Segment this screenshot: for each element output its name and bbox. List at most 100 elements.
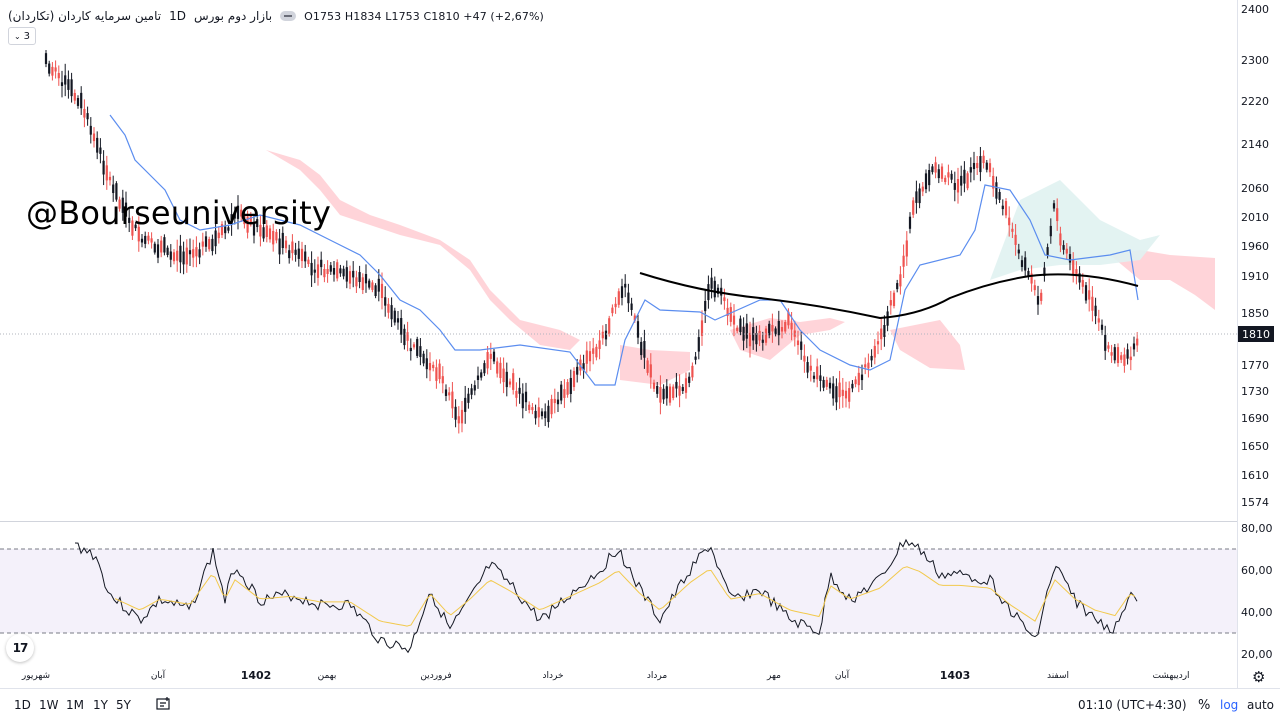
candle-body xyxy=(547,405,550,423)
gear-icon[interactable]: ⚙ xyxy=(1252,668,1266,686)
timeframe-1d-button[interactable]: 1D xyxy=(14,698,31,712)
candle-body xyxy=(588,351,592,362)
candle-body xyxy=(748,332,752,347)
candle-body xyxy=(1129,356,1132,361)
price-tick-label: 1690 xyxy=(1241,412,1269,425)
candle-body xyxy=(1078,273,1081,283)
candle-body xyxy=(691,365,694,378)
candle-body xyxy=(912,200,915,215)
candle-body xyxy=(918,188,921,204)
price-tick-label: 2060 xyxy=(1241,182,1269,195)
candle-body xyxy=(48,63,51,74)
tradingview-logo-icon[interactable]: 17 xyxy=(6,634,34,662)
candle-body xyxy=(294,249,297,255)
percent-scale-toggle[interactable]: % xyxy=(1198,698,1211,713)
auto-scale-toggle[interactable]: auto xyxy=(1247,698,1275,712)
candle-body xyxy=(304,251,307,262)
candle-body xyxy=(441,376,444,384)
candle-body xyxy=(243,214,246,225)
timeframe-5y-button[interactable]: 5Y xyxy=(116,698,131,712)
candle-body xyxy=(633,315,636,321)
candle-body xyxy=(352,270,355,278)
candle-body xyxy=(358,272,361,283)
candle-body xyxy=(979,156,982,173)
candle-body xyxy=(131,220,134,236)
candle-body xyxy=(323,268,326,278)
candle-body xyxy=(508,381,512,385)
candle-body xyxy=(86,113,89,120)
candle-body xyxy=(969,167,972,173)
candle-body xyxy=(403,328,406,346)
candle-body xyxy=(828,382,832,389)
price-tick-label: 1850 xyxy=(1241,307,1269,320)
candle-body xyxy=(112,184,115,194)
eye-icon[interactable] xyxy=(280,11,297,21)
candle-body xyxy=(531,407,534,411)
candle-body xyxy=(732,315,736,325)
log-scale-toggle[interactable]: log xyxy=(1220,698,1239,712)
candle-body xyxy=(806,362,809,373)
candle-body xyxy=(745,323,748,339)
candle-body xyxy=(780,327,784,332)
candle-body xyxy=(668,386,672,403)
time-tick-label: آبان xyxy=(834,671,850,681)
rsi-tick-label: 20,00 xyxy=(1241,648,1273,661)
candle-body xyxy=(694,356,697,360)
interval-label[interactable]: 1D xyxy=(169,9,186,23)
candle-body xyxy=(57,73,60,79)
candle-body xyxy=(761,339,764,343)
pane-divider[interactable] xyxy=(0,521,1238,522)
candle-body xyxy=(438,363,441,380)
candle-body xyxy=(489,353,492,359)
candle-body xyxy=(422,353,425,364)
timeframe-1y-button[interactable]: 1Y xyxy=(93,698,108,712)
clock-timezone[interactable]: 01:10 (UTC+4:30) xyxy=(1078,698,1187,712)
cloud-bear-2 xyxy=(620,345,690,385)
candle-body xyxy=(608,318,611,335)
indicators-toggle-button[interactable]: ⌄ 3 xyxy=(8,27,36,45)
compare-icon[interactable] xyxy=(156,697,172,711)
candle-body xyxy=(777,320,780,336)
candle-body xyxy=(976,162,979,169)
candle-body xyxy=(416,338,419,356)
candle-body xyxy=(361,277,364,291)
candle-body xyxy=(940,166,944,179)
timeframe-1m-button[interactable]: 1M xyxy=(66,698,84,712)
rsi-tick-label: 60,00 xyxy=(1241,564,1273,577)
candle-body xyxy=(262,227,265,239)
price-tick-label: 1770 xyxy=(1241,359,1269,372)
candle-body xyxy=(182,251,185,265)
candle-body xyxy=(681,387,684,391)
candle-body xyxy=(1081,280,1084,287)
candle-body xyxy=(672,386,675,398)
price-tick-label: 2300 xyxy=(1241,54,1269,67)
price-tick-label: 1910 xyxy=(1241,270,1269,283)
cloud-bear-1 xyxy=(266,150,580,350)
cloud-bear-3 xyxy=(730,318,845,360)
candle-body xyxy=(652,382,656,389)
candle-body xyxy=(316,264,320,278)
candle-body xyxy=(726,307,729,317)
candle-body xyxy=(841,389,844,396)
timeframe-1w-button[interactable]: 1W xyxy=(39,698,59,712)
candle-body xyxy=(320,259,323,268)
candle-body xyxy=(342,268,345,277)
rsi-band xyxy=(0,549,1237,633)
candle-body xyxy=(160,240,163,253)
candle-body xyxy=(1062,245,1065,250)
candle-body xyxy=(214,230,217,247)
candle-body xyxy=(528,404,531,410)
candle-body xyxy=(368,280,371,288)
candle-body xyxy=(339,268,342,274)
candle-body xyxy=(512,373,515,390)
candle-body xyxy=(1123,354,1126,366)
candle-body xyxy=(937,169,940,179)
candle-body xyxy=(102,160,105,175)
candle-body xyxy=(537,407,540,418)
price-tick-label: 2400 xyxy=(1241,3,1269,16)
watermark-text: @Bourseuniversity xyxy=(26,194,332,232)
candle-body xyxy=(688,376,691,383)
symbol-name[interactable]: تامین سرمایه کاردان (تکاردان) xyxy=(8,9,162,23)
candle-body xyxy=(908,216,912,229)
